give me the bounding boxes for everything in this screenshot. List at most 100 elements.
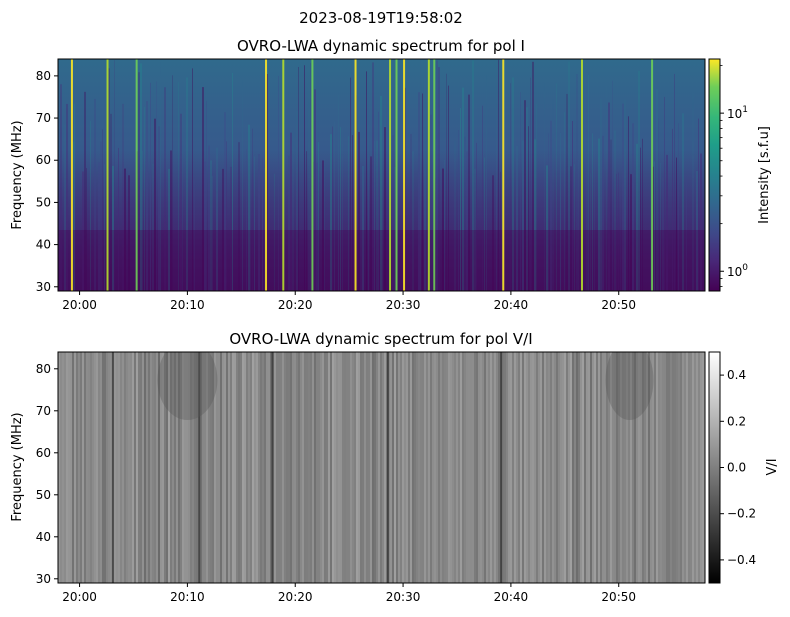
vi-stripe bbox=[424, 352, 426, 583]
vi-stripe bbox=[636, 352, 638, 583]
vi-stripe bbox=[438, 352, 440, 583]
vi-stripe bbox=[368, 352, 370, 583]
spectrum-stripe bbox=[552, 99, 554, 291]
spectrum-stripe bbox=[118, 147, 119, 291]
vi-stripe bbox=[226, 352, 228, 583]
y-tick-label: 70 bbox=[36, 404, 51, 418]
spectrum-stripe bbox=[350, 77, 351, 291]
vi-stripe bbox=[472, 352, 474, 583]
spectrum-stripe bbox=[360, 163, 362, 291]
vi-stripe bbox=[390, 352, 392, 583]
spectrum-stripe bbox=[656, 89, 658, 291]
spectrum-stripe bbox=[208, 145, 210, 291]
spectrum-stripe bbox=[460, 107, 461, 291]
y-axis-label-pol-vi: Frequency (MHz) bbox=[10, 412, 25, 521]
spectrum-stripe bbox=[638, 70, 640, 291]
vi-stripe bbox=[670, 352, 672, 583]
vi-stripe bbox=[428, 352, 430, 583]
vi-stripe bbox=[478, 352, 480, 583]
spectrum-stripe bbox=[144, 106, 145, 291]
vi-stripe bbox=[144, 352, 146, 583]
spectrum-stripe bbox=[692, 93, 694, 291]
colorbar-tick-label: 0.4 bbox=[727, 368, 746, 382]
vi-stripe bbox=[694, 352, 696, 583]
spectrum-stripe bbox=[222, 168, 224, 291]
vi-stripe bbox=[304, 352, 306, 583]
spectrum-stripe bbox=[224, 112, 226, 291]
vi-stripe bbox=[564, 352, 566, 583]
vi-stripe bbox=[652, 352, 654, 583]
spectrum-stripe bbox=[74, 103, 75, 291]
spectrum-stripe bbox=[164, 87, 166, 291]
vi-stripe bbox=[126, 352, 128, 583]
vi-stripe bbox=[388, 352, 390, 583]
spectrum-stripe bbox=[212, 176, 213, 291]
vi-stripe bbox=[276, 352, 278, 583]
x-tick-label: 20:00 bbox=[62, 590, 97, 604]
x-tick-label: 20:20 bbox=[278, 298, 313, 312]
spectrum-stripe bbox=[202, 87, 204, 291]
vi-stripe bbox=[702, 352, 704, 583]
vi-stripe bbox=[264, 352, 266, 583]
spectrum-stripe bbox=[264, 167, 266, 291]
spectrum-stripe bbox=[522, 140, 524, 291]
vi-stripe bbox=[258, 352, 260, 583]
vi-stripe bbox=[182, 352, 184, 583]
vi-stripe bbox=[132, 352, 134, 583]
vi-stripe bbox=[444, 352, 446, 583]
vi-stripe bbox=[174, 352, 176, 583]
spectrum-stripe bbox=[180, 113, 182, 291]
vi-stripe bbox=[522, 352, 524, 583]
spectrum-stripe bbox=[698, 118, 699, 291]
vi-stripe bbox=[104, 352, 106, 583]
vi-stripe bbox=[516, 352, 518, 583]
spectrum-stripe bbox=[444, 159, 445, 291]
vi-stripe bbox=[62, 352, 64, 583]
spectrum-stripe bbox=[332, 126, 333, 291]
vi-stripe bbox=[672, 352, 674, 583]
vi-stripe bbox=[512, 352, 514, 583]
vi-stripe bbox=[590, 352, 592, 583]
vi-stripe bbox=[292, 352, 294, 583]
vi-stripe bbox=[162, 352, 164, 583]
vi-dark-streak bbox=[198, 352, 201, 583]
vi-stripe bbox=[86, 352, 88, 583]
spectrum-stripe bbox=[128, 175, 130, 291]
vi-dark-streak bbox=[271, 352, 274, 583]
spectrum-stripe bbox=[122, 103, 124, 291]
y-tick-label: 40 bbox=[36, 530, 51, 544]
spectrum-stripe bbox=[366, 71, 367, 291]
spectrum-stripe bbox=[606, 83, 607, 291]
spectrum-stripe bbox=[60, 84, 62, 291]
burst-stripe bbox=[135, 59, 138, 291]
spectrum-stripe bbox=[448, 85, 449, 291]
y-tick-label: 50 bbox=[36, 488, 51, 502]
spectrum-stripe bbox=[630, 174, 632, 291]
spectrum-stripe bbox=[622, 103, 624, 291]
vi-stripe bbox=[488, 352, 490, 583]
burst-stripe bbox=[282, 59, 285, 291]
vi-stripe bbox=[376, 352, 378, 583]
vi-stripe bbox=[108, 352, 110, 583]
spectrum-stripe bbox=[64, 124, 66, 291]
vi-stripe bbox=[96, 352, 98, 583]
spectrum-stripe bbox=[194, 178, 195, 291]
vi-stripe bbox=[350, 352, 352, 583]
vi-stripe bbox=[380, 352, 382, 583]
spectrum-stripe bbox=[216, 147, 218, 291]
vi-stripe bbox=[474, 352, 476, 583]
vi-stripe bbox=[316, 352, 318, 583]
vi-stripe bbox=[612, 352, 614, 583]
vi-stripe bbox=[520, 352, 522, 583]
vi-stripe bbox=[492, 352, 494, 583]
spectrum-stripe bbox=[560, 132, 561, 291]
spectrum-stripe bbox=[146, 101, 148, 291]
vi-stripe bbox=[312, 352, 314, 583]
vi-stripe bbox=[660, 352, 662, 583]
vi-stripe bbox=[688, 352, 690, 583]
vi-stripe bbox=[518, 352, 520, 583]
vi-stripe bbox=[532, 352, 534, 583]
vi-stripe bbox=[536, 352, 538, 583]
plot-frame-pol-vi bbox=[57, 351, 706, 584]
vi-stripe bbox=[196, 352, 198, 583]
